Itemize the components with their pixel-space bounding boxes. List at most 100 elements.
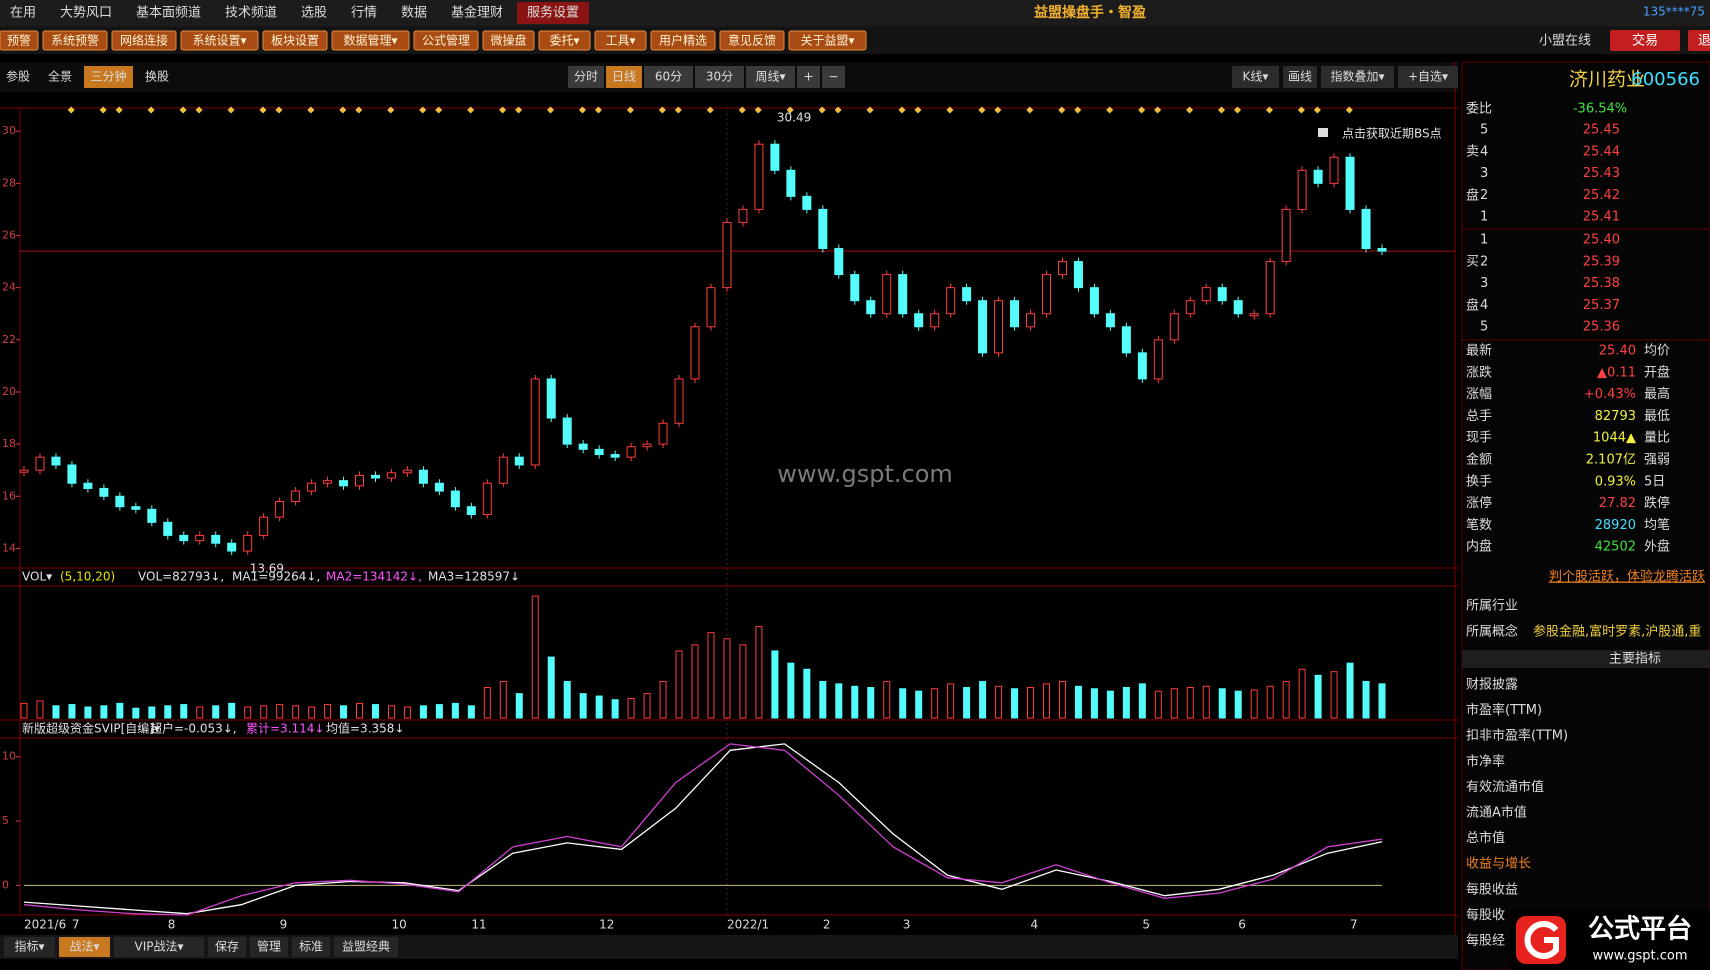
- toolbar-label[interactable]: 板块设置: [271, 34, 319, 48]
- bottom-tab-label[interactable]: 指标▾: [14, 939, 44, 954]
- chart-tab[interactable]: 换股: [145, 70, 169, 84]
- period-button[interactable]: [695, 66, 744, 88]
- menu-item[interactable]: 大势风口: [60, 5, 112, 21]
- toolbar-label[interactable]: 工具▾: [605, 34, 635, 48]
- tool-button[interactable]: [1398, 66, 1458, 88]
- period-label[interactable]: 日线: [612, 70, 636, 84]
- tool-label[interactable]: 指数叠加▾: [1330, 69, 1384, 84]
- toolbar-label[interactable]: 网络连接: [120, 33, 168, 48]
- index-item[interactable]: 有效流通市值: [1466, 779, 1544, 795]
- toolbar-label[interactable]: 微操盘: [490, 33, 526, 48]
- menu-item[interactable]: 服务设置: [527, 5, 579, 21]
- menu-item[interactable]: 行情: [351, 6, 377, 21]
- period-label[interactable]: +: [803, 70, 813, 84]
- toolbar-button[interactable]: [0, 30, 39, 51]
- bottom-tab[interactable]: [208, 937, 246, 957]
- toolbar-label[interactable]: 用户精选: [659, 33, 707, 48]
- bottom-tab-label[interactable]: VIP战法▾: [134, 940, 183, 954]
- index-item[interactable]: 总市值: [1466, 830, 1505, 846]
- menu-item[interactable]: 选股: [301, 6, 327, 21]
- candle: [1249, 313, 1259, 317]
- toolbar-button[interactable]: [650, 30, 716, 51]
- tool-label[interactable]: 画线: [1288, 70, 1312, 84]
- exit-label[interactable]: 退: [1698, 34, 1710, 49]
- toolbar-label[interactable]: 系统设置▾: [192, 34, 246, 48]
- bottom-tab[interactable]: [59, 937, 110, 957]
- online-label[interactable]: 小盟在线: [1539, 34, 1591, 49]
- menu-item[interactable]: 技术频道: [225, 6, 277, 21]
- stat-label: 笔数: [1466, 517, 1492, 533]
- toolbar-label[interactable]: 数据管理▾: [343, 33, 397, 48]
- index-item[interactable]: 收益与增长: [1466, 857, 1531, 872]
- period-label[interactable]: 周线▾: [755, 70, 785, 84]
- index-item[interactable]: 每股收益: [1466, 881, 1518, 897]
- index-item[interactable]: 扣非市盈率(TTM): [1466, 728, 1568, 744]
- chart-tab[interactable]: 三分钟: [90, 69, 126, 84]
- bottom-tab-label[interactable]: 管理: [257, 939, 281, 954]
- index-item[interactable]: 市盈率(TTM): [1466, 702, 1542, 718]
- chart-tab[interactable]: 全景: [48, 69, 72, 84]
- toolbar-label[interactable]: 公式管理: [422, 33, 470, 48]
- toolbar-button[interactable]: [42, 30, 108, 51]
- exit-button[interactable]: [1688, 30, 1710, 51]
- bottom-tab[interactable]: [4, 937, 55, 957]
- period-label[interactable]: 60分: [655, 70, 682, 84]
- tool-label[interactable]: K线▾: [1243, 70, 1269, 84]
- toolbar-button[interactable]: [788, 30, 867, 51]
- menu-item[interactable]: 数据: [401, 6, 427, 21]
- bottom-tab[interactable]: [292, 937, 330, 957]
- index-item[interactable]: 流通A市值: [1466, 805, 1527, 821]
- toolbar-label[interactable]: 系统预警: [51, 33, 99, 48]
- tool-label[interactable]: +自选▾: [1408, 70, 1448, 84]
- index-item[interactable]: 每股收: [1466, 907, 1505, 923]
- stat-label: 内盘: [1466, 539, 1492, 555]
- menu-item[interactable]: 基本面频道: [136, 6, 201, 21]
- volume-bar: [899, 688, 907, 719]
- toolbar-button[interactable]: [719, 30, 785, 51]
- toolbar-label[interactable]: 委托▾: [549, 34, 579, 48]
- tool-button[interactable]: [1232, 66, 1279, 88]
- promo-link[interactable]: 判个股活跃，体验龙腾活跃: [1549, 569, 1705, 585]
- period-button[interactable]: [797, 66, 820, 88]
- bottom-tab-label[interactable]: 保存: [215, 940, 239, 954]
- app-title: 益盟操盘手・智盈: [1034, 4, 1146, 21]
- bottom-tab-label[interactable]: 益盟经典: [342, 940, 390, 954]
- index-item[interactable]: 每股经: [1466, 933, 1505, 949]
- bottom-tab[interactable]: [334, 937, 398, 957]
- period-button[interactable]: [644, 66, 693, 88]
- bottom-tab[interactable]: [114, 937, 204, 957]
- toolbar-label[interactable]: 预警: [7, 33, 31, 48]
- toolbar-button[interactable]: [331, 30, 410, 51]
- toolbar-label[interactable]: 意见反馈: [728, 33, 776, 48]
- toolbar-button[interactable]: [180, 30, 259, 51]
- index-item[interactable]: 市净率: [1466, 753, 1505, 769]
- toolbar-button[interactable]: [111, 30, 177, 51]
- toolbar-button[interactable]: [538, 30, 591, 51]
- bottom-tab-label[interactable]: 标准: [299, 940, 323, 954]
- tool-button[interactable]: [1283, 66, 1317, 88]
- chart-tab[interactable]: 参股: [6, 69, 30, 84]
- menu-item[interactable]: 在用: [10, 6, 36, 21]
- toolbar-button[interactable]: [594, 30, 647, 51]
- period-button[interactable]: [822, 66, 845, 88]
- trade-label[interactable]: 交易: [1632, 33, 1658, 49]
- toolbar-button[interactable]: [482, 30, 535, 51]
- menu-item[interactable]: 基金理财: [451, 5, 503, 21]
- bs-hint[interactable]: 点击获取近期BS点: [1342, 127, 1442, 141]
- volume-bar: [659, 680, 667, 719]
- period-label[interactable]: 30分: [706, 70, 733, 84]
- y-tick-label: 10: [2, 750, 16, 763]
- index-item[interactable]: 财报披露: [1466, 678, 1518, 693]
- period-button[interactable]: [746, 66, 795, 88]
- trade-button[interactable]: [1610, 30, 1680, 51]
- bottom-tab-label[interactable]: 战法▾: [69, 940, 99, 954]
- toolbar-label[interactable]: 关于益盟▾: [800, 34, 854, 48]
- tool-button[interactable]: [1321, 66, 1394, 88]
- toolbar-button[interactable]: [413, 30, 479, 51]
- period-button[interactable]: [568, 66, 604, 88]
- bottom-tab[interactable]: [250, 937, 288, 957]
- period-label[interactable]: −: [828, 70, 838, 84]
- period-button[interactable]: [606, 66, 642, 88]
- toolbar-button[interactable]: [262, 30, 328, 51]
- period-label[interactable]: 分时: [574, 70, 598, 84]
